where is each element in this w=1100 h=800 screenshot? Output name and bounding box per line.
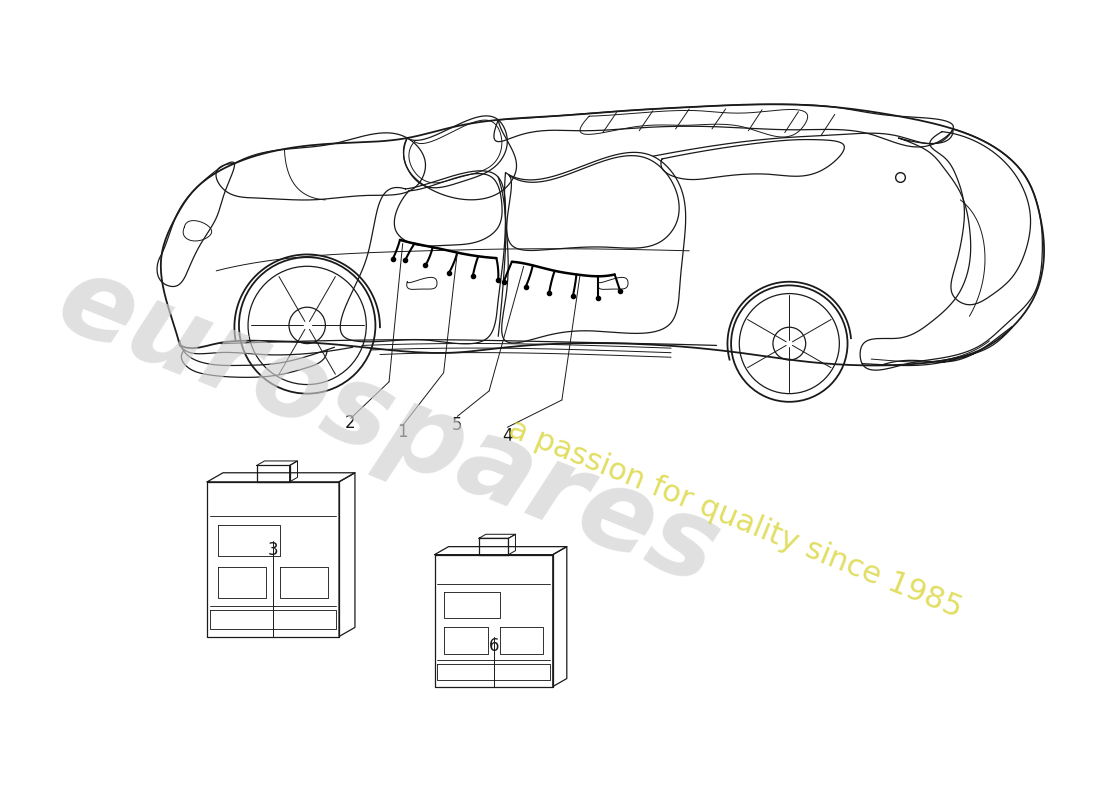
Text: a passion for quality since 1985: a passion for quality since 1985 [504,414,966,623]
Text: eurospares: eurospares [43,246,735,609]
Text: 4: 4 [502,427,513,446]
Text: 1: 1 [397,423,408,441]
Text: 3: 3 [267,541,278,559]
Text: 5: 5 [452,417,462,434]
Text: 6: 6 [488,637,499,654]
Text: 2: 2 [344,414,355,432]
